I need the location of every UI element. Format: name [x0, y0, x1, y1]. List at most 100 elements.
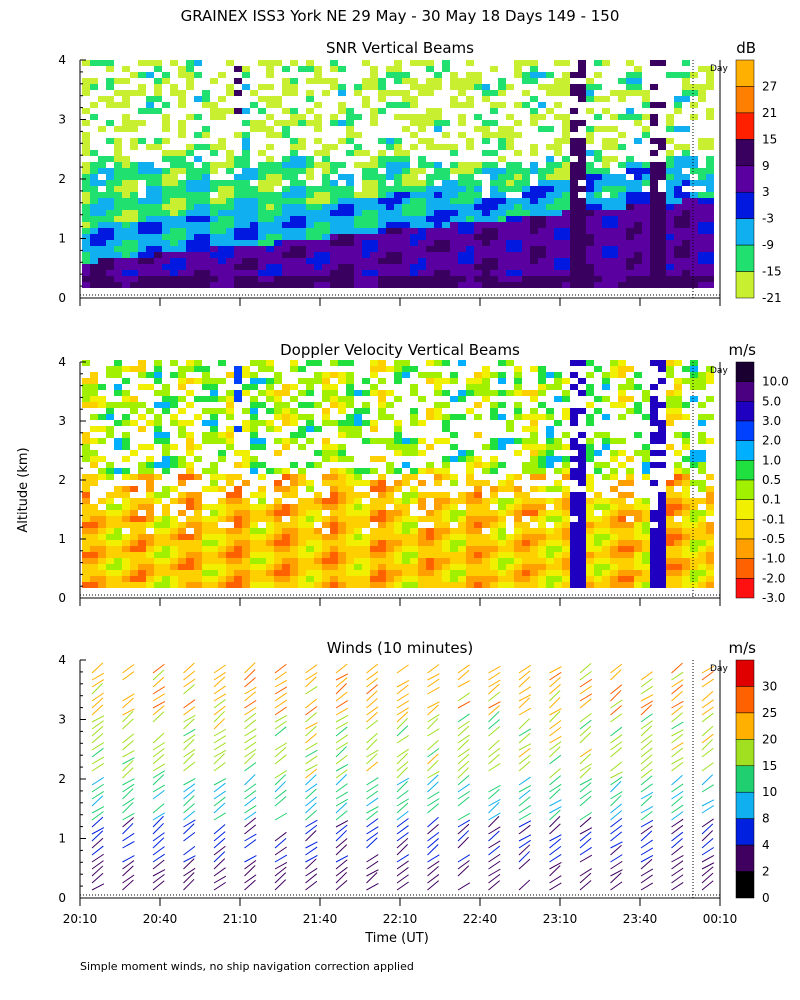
velocity-cell [538, 546, 546, 552]
snr-cell [506, 132, 514, 138]
velocity-cell [242, 552, 250, 558]
wind-barb [183, 714, 196, 723]
snr-cell [426, 246, 434, 252]
wind-barb [152, 770, 166, 779]
snr-cell [106, 240, 114, 246]
velocity-cell [666, 396, 674, 402]
snr-cell [162, 156, 170, 162]
wind-barb [610, 776, 623, 786]
snr-cell [370, 282, 378, 288]
velocity-cell [578, 444, 586, 450]
snr-cell [530, 204, 538, 210]
snr-cell [194, 258, 202, 264]
snr-cell [570, 270, 578, 276]
snr-cell [674, 198, 682, 204]
snr-cell [594, 168, 602, 174]
velocity-cell [626, 546, 634, 552]
snr-cell [570, 204, 578, 210]
velocity-cell [522, 390, 530, 396]
velocity-cell [450, 444, 458, 450]
velocity-cell [90, 510, 98, 516]
velocity-cell [666, 528, 674, 534]
snr-cell [274, 264, 282, 270]
velocity-cell [298, 402, 306, 408]
velocity-cell [594, 558, 602, 564]
velocity-cell [530, 414, 538, 420]
velocity-cell [442, 552, 450, 558]
velocity-cell [234, 450, 242, 456]
velocity-cell [306, 420, 314, 426]
velocity-cell [234, 582, 242, 588]
snr-cell [650, 252, 658, 258]
x-axis-label: Time (UT) [364, 931, 429, 946]
velocity-cell [330, 552, 338, 558]
snr-cell [146, 162, 154, 168]
velocity-cell [482, 552, 490, 558]
snr-cell [346, 228, 354, 234]
snr-cell [194, 228, 202, 234]
snr-cell [330, 168, 338, 174]
velocity-cell [402, 528, 410, 534]
snr-cell [490, 258, 498, 264]
snr-cell [586, 186, 594, 192]
wind-barb [244, 712, 257, 723]
snr-cell [250, 282, 258, 288]
snr-cell [498, 156, 506, 162]
snr-cell [218, 252, 226, 258]
velocity-cell [394, 432, 402, 438]
snr-cell [90, 180, 98, 186]
snr-cell [474, 216, 482, 222]
velocity-cell [498, 528, 506, 534]
wind-barb [640, 694, 654, 702]
velocity-cell [378, 402, 386, 408]
velocity-cell [282, 546, 290, 552]
snr-cell [650, 120, 658, 126]
snr-cell [170, 282, 178, 288]
velocity-cell [386, 462, 394, 468]
snr-cell [282, 264, 290, 270]
wind-barb [610, 747, 622, 758]
snr-cell [274, 132, 282, 138]
snr-cell [186, 84, 194, 90]
velocity-cell [106, 522, 114, 528]
velocity-cell [138, 522, 146, 528]
velocity-cell [562, 504, 570, 510]
snr-cell [490, 246, 498, 252]
wind-barb [183, 878, 195, 891]
snr-cell [570, 150, 578, 156]
snr-cell [682, 258, 690, 264]
velocity-cell [490, 576, 498, 582]
snr-cell [234, 282, 242, 288]
velocity-cell [154, 492, 162, 498]
snr-cell [362, 198, 370, 204]
velocity-cell [586, 402, 594, 408]
snr-cell [506, 264, 514, 270]
snr-cell [658, 264, 666, 270]
snr-cell [698, 174, 706, 180]
snr-cell [122, 192, 130, 198]
wind-barb [366, 698, 378, 709]
snr-cell [266, 240, 274, 246]
velocity-cell [274, 486, 282, 492]
snr-cell [242, 258, 250, 264]
snr-cell [618, 192, 626, 198]
velocity-cell [258, 390, 266, 396]
velocity-cell [298, 522, 306, 528]
velocity-cell [690, 516, 698, 522]
snr-cell [426, 120, 434, 126]
snr-cell [162, 120, 170, 126]
velocity-cell [586, 384, 594, 390]
snr-cell [690, 162, 698, 168]
snr-cell [242, 180, 250, 186]
velocity-cell [202, 528, 210, 534]
velocity-cell [330, 492, 338, 498]
snr-cell [370, 180, 378, 186]
velocity-cell [634, 534, 642, 540]
snr-cell [602, 126, 610, 132]
wind-barb [427, 686, 440, 695]
velocity-cell [266, 558, 274, 564]
snr-cell [82, 78, 90, 84]
wind-barb [701, 784, 715, 793]
wind-barb [305, 867, 318, 877]
snr-cell [162, 240, 170, 246]
